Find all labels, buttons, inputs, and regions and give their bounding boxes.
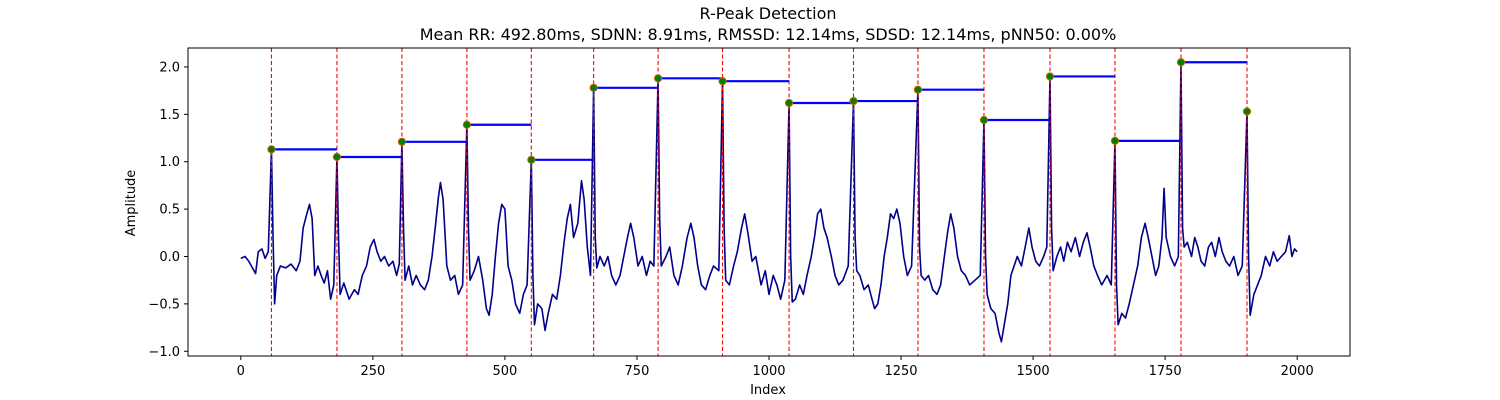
x-tick-label-0: 0 [237,364,245,379]
x-tick-label-1: 250 [360,364,385,379]
plot-area [240,48,1298,356]
y-tick-label-1: −0.5 [148,297,180,312]
x-tick-label-3: 750 [625,364,650,379]
y-tick-label-5: 1.5 [159,108,180,123]
peak-marker-13 [1110,136,1120,145]
x-tick-label-6: 1500 [1017,364,1050,379]
peak-marker-3 [462,120,471,129]
x-axis-label: Index [750,383,786,398]
y-tick-label-2: 0.0 [159,250,180,265]
x-tick-label-2: 500 [492,364,517,379]
y-tick-label-6: 2.0 [159,60,180,75]
peak-marker-4 [527,155,536,164]
peak-marker-7 [718,77,727,86]
x-tick-label-8: 2000 [1281,364,1314,379]
x-tick-label-5: 1250 [884,364,917,379]
peak-marker-11 [979,115,989,125]
plot-series [240,48,1298,356]
y-tick-label-4: 1.0 [159,155,180,170]
peak-marker-1 [332,152,342,162]
peak-marker-8 [784,98,794,108]
peak-marker-10 [913,85,923,94]
peak-marker-14 [1176,58,1186,67]
chart-title: R-Peak Detection [699,4,836,23]
chart-subtitle: Mean RR: 492.80ms, SDNN: 8.91ms, RMSSD: … [420,25,1117,44]
ecg-signal-line [240,61,1298,343]
peak-marker-2 [397,137,407,146]
x-tick-label-7: 1750 [1149,364,1182,379]
peak-marker-12 [1045,72,1055,81]
y-axis-label: Amplitude [124,170,139,237]
peak-marker-5 [589,83,598,92]
y-tick-label-3: 0.5 [159,203,180,218]
axes: 0 250 500 750 1000 1250 1500 1750 2000 −1.0 −0.5 0.… [148,47,1351,379]
peak-marker-0 [267,145,276,154]
peak-marker-15 [1242,107,1252,116]
peak-marker-9 [849,96,858,106]
x-tick-label-4: 1000 [752,364,785,379]
peak-marker-6 [653,74,663,83]
plot-frame [187,47,1351,357]
y-tick-label-0: −1.0 [148,345,180,360]
